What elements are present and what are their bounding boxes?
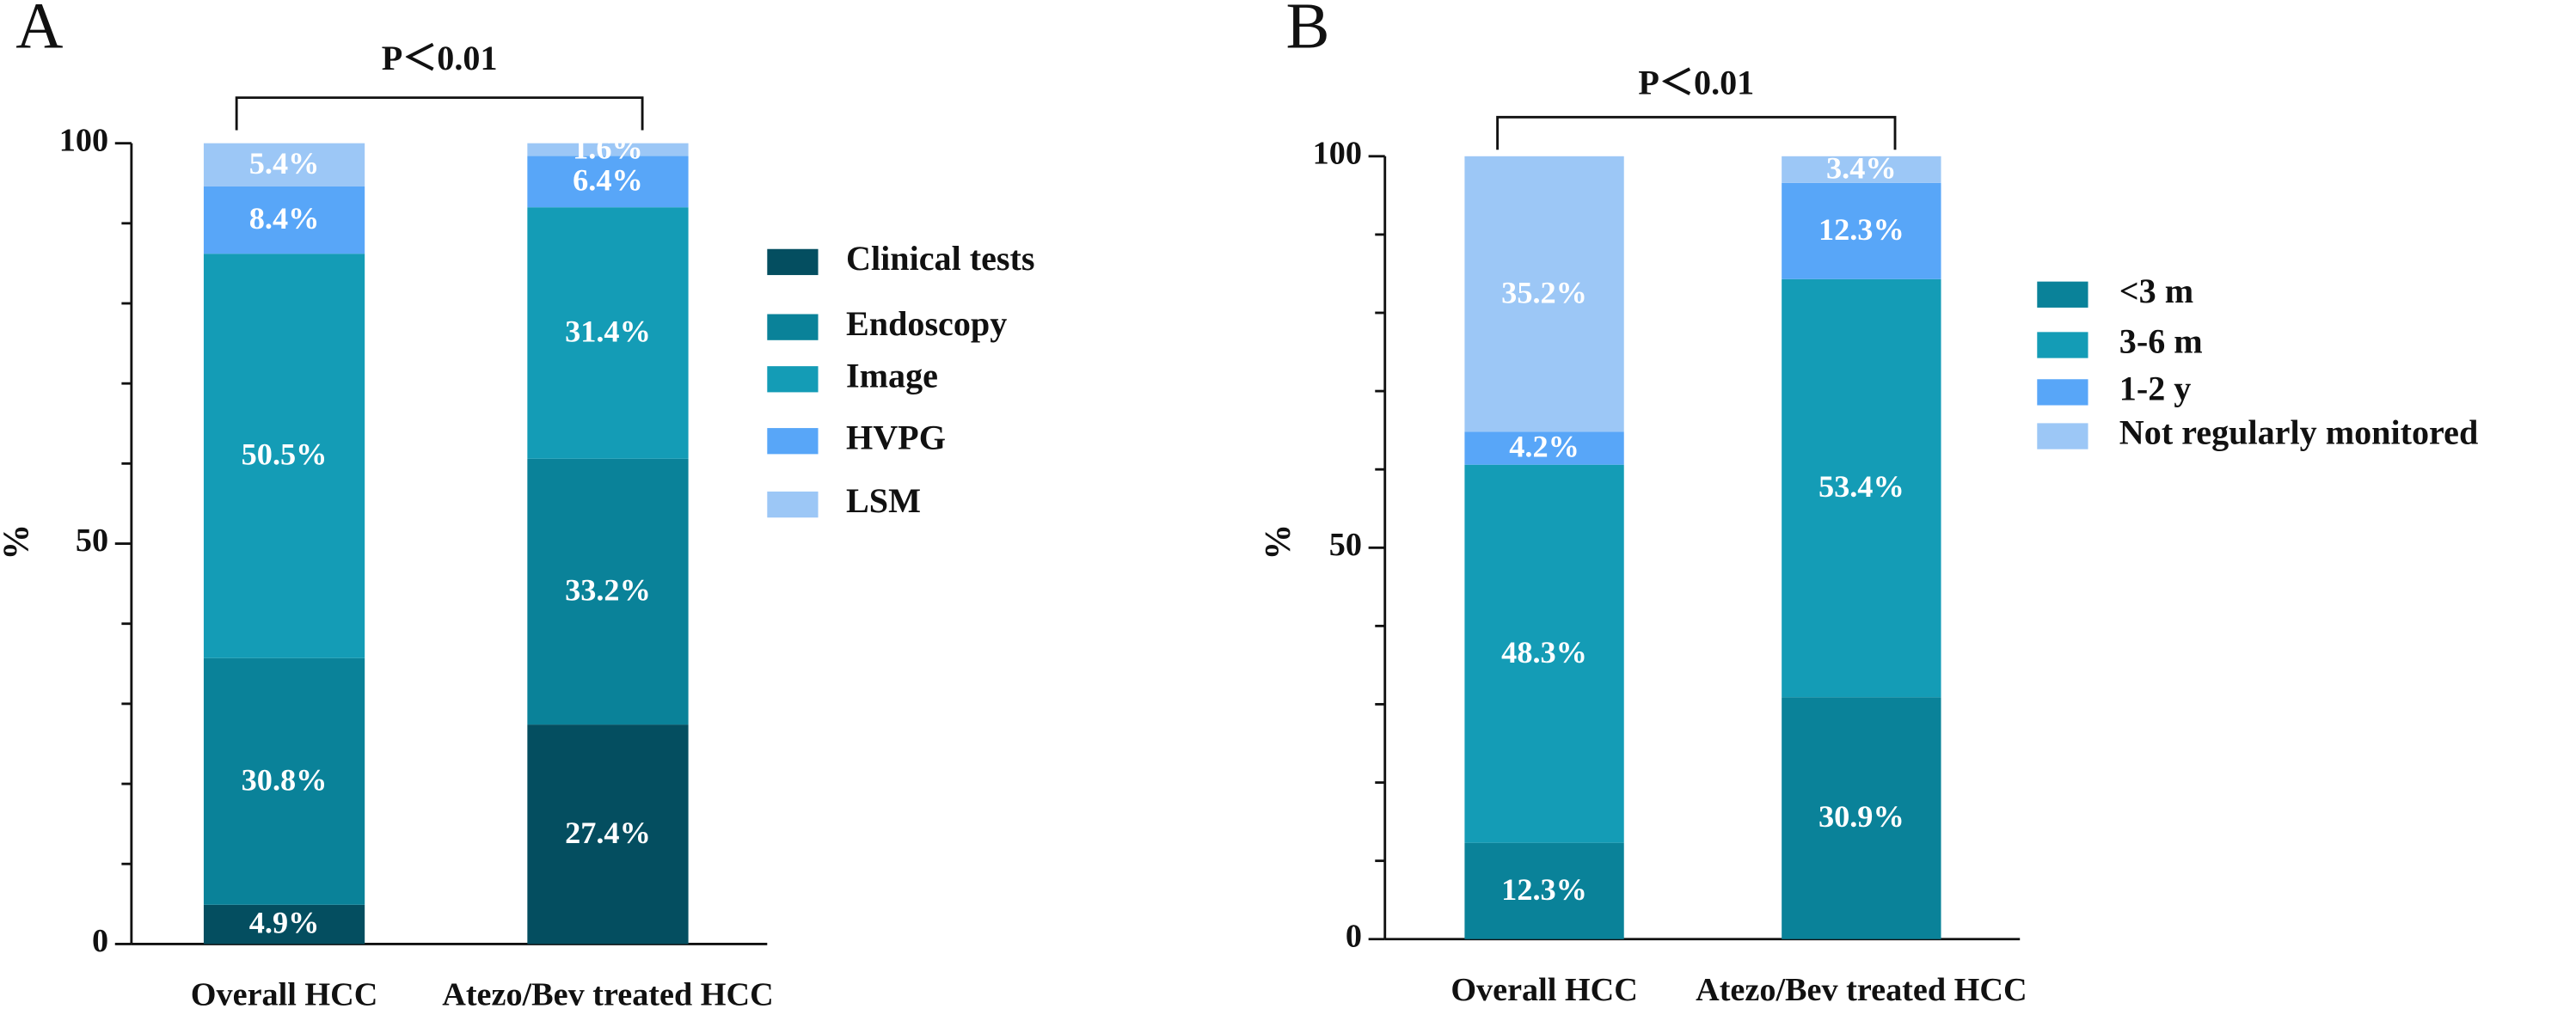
legend-label: 1-2 y — [2119, 370, 2192, 408]
y-axis-label: % — [0, 524, 37, 560]
value-label: 4.9% — [249, 906, 320, 940]
value-label: 8.4% — [249, 201, 320, 235]
value-label: 35.2% — [1501, 275, 1587, 309]
value-label: 12.3% — [1819, 212, 1904, 247]
bar-segment — [1464, 842, 1624, 939]
y-tick-label: 0 — [1346, 919, 1362, 955]
bar-segment — [203, 254, 365, 658]
legend-swatch — [767, 248, 819, 276]
bar-segment — [1782, 278, 1941, 698]
value-label: 3.4% — [1826, 151, 1897, 186]
legend-swatch — [767, 491, 819, 518]
bar-segment — [203, 657, 365, 905]
y-tick-label: 100 — [1313, 136, 1362, 172]
legend-label: <3 m — [2119, 272, 2193, 310]
y-tick-label: 100 — [59, 122, 108, 158]
x-tick-label: Overall HCC — [191, 977, 377, 1013]
x-tick-label: Overall HCC — [1451, 972, 1637, 1008]
annotation: P＜0.01 — [382, 39, 498, 77]
value-label: 31.4% — [565, 315, 651, 349]
x-tick-label: Atezo/Bev treated HCC — [442, 977, 773, 1013]
legend-label: Image — [846, 357, 938, 395]
legend-swatch — [2037, 332, 2088, 358]
value-label: 30.9% — [1819, 799, 1904, 834]
bar-segment — [527, 207, 689, 459]
legend-swatch — [767, 366, 819, 393]
bar-segment — [1782, 697, 1941, 939]
value-label: 5.4% — [249, 146, 320, 180]
value-label: 12.3% — [1501, 872, 1587, 907]
panel-label: A — [15, 0, 63, 62]
bar-segment — [527, 156, 689, 208]
bar-segment — [203, 904, 365, 944]
bar-segment — [1464, 431, 1624, 465]
value-label: 33.2% — [565, 573, 651, 608]
legend-label: HVPG — [846, 419, 946, 457]
y-tick-label: 50 — [76, 523, 108, 559]
y-axis-label: % — [1259, 524, 1298, 560]
legend-label: Not regularly monitored — [2119, 413, 2478, 452]
legend-label: Clinical tests — [846, 239, 1034, 278]
legend-swatch — [767, 428, 819, 455]
value-label: 4.2% — [1509, 430, 1579, 464]
x-tick-label: Atezo/Bev treated HCC — [1696, 972, 2027, 1008]
value-label: 48.3% — [1501, 635, 1587, 669]
legend-swatch — [767, 314, 819, 340]
legend-label: Endoscopy — [846, 304, 1007, 343]
y-tick-label: 50 — [1329, 527, 1362, 563]
legend-swatch — [2037, 379, 2088, 406]
bar-segment — [1782, 182, 1941, 279]
value-label: 27.4% — [565, 816, 651, 850]
bar-segment — [203, 143, 365, 186]
bar-segment — [527, 458, 689, 725]
significance-bracket — [235, 96, 644, 131]
value-label: 53.4% — [1819, 469, 1904, 504]
bar-segment — [1464, 464, 1624, 843]
bar-segment — [527, 143, 689, 156]
bar-segment — [1782, 156, 1941, 183]
panel-label: B — [1285, 0, 1329, 62]
significance-bracket — [1496, 115, 1897, 150]
legend-swatch — [2037, 423, 2088, 449]
bar-segment — [527, 724, 689, 944]
value-label: 50.5% — [242, 437, 328, 472]
legend-label: 3-6 m — [2119, 322, 2203, 361]
legend-swatch — [2037, 281, 2088, 308]
legend-label: LSM — [846, 481, 921, 520]
annotation: P＜0.01 — [1638, 64, 1754, 102]
y-tick-label: 0 — [92, 923, 108, 959]
value-label: 6.4% — [573, 163, 643, 198]
bar-segment — [203, 186, 365, 254]
bar-segment — [1464, 156, 1624, 432]
value-label: 30.8% — [242, 763, 328, 798]
value-label: 1.6% — [573, 131, 643, 165]
